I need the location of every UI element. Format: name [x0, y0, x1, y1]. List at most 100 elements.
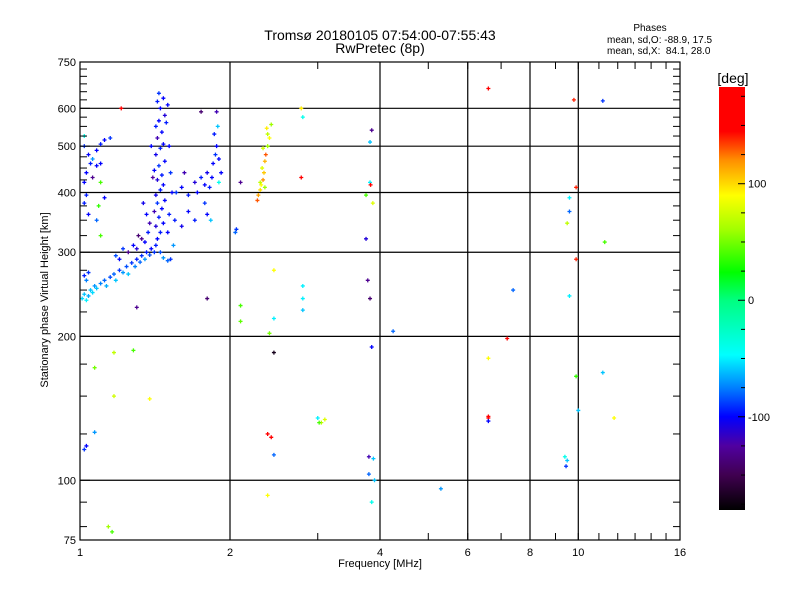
data-point: [84, 298, 89, 303]
data-point: [565, 221, 570, 226]
data-point: [209, 175, 214, 180]
data-point: [202, 201, 207, 206]
data-point: [147, 396, 152, 401]
data-point: [216, 157, 221, 162]
data-point: [110, 529, 115, 534]
data-point: [205, 212, 210, 217]
data-point: [138, 260, 143, 265]
data-point: [106, 524, 111, 529]
data-point: [111, 350, 116, 355]
data-point: [366, 472, 371, 477]
data-point: [600, 370, 605, 375]
data-point: [171, 243, 176, 248]
data-point: [564, 464, 569, 469]
x-tick-label: 2: [227, 547, 233, 559]
data-point: [567, 293, 572, 298]
data-point: [98, 142, 103, 147]
data-point: [612, 415, 617, 420]
data-point: [172, 218, 177, 223]
x-axis-label: Frequency [MHz]: [338, 558, 422, 570]
data-point: [86, 152, 91, 157]
data-point: [192, 218, 197, 223]
data-point: [265, 493, 270, 498]
data-point: [126, 250, 131, 255]
data-point: [156, 118, 161, 123]
data-point: [92, 365, 97, 370]
data-point: [102, 138, 107, 143]
data-point: [153, 193, 158, 198]
data-point: [86, 270, 91, 275]
data-point: [214, 144, 219, 149]
colorbar-tick-label: 100: [748, 179, 766, 191]
data-point: [113, 253, 118, 258]
colorbar-tick-label: 0: [748, 295, 754, 307]
data-point: [121, 246, 126, 251]
data-point: [164, 120, 169, 125]
data-point: [88, 288, 93, 293]
x-tick-label: 6: [465, 547, 471, 559]
data-point: [117, 257, 122, 262]
data-point: [98, 281, 103, 286]
y-tick-label: 500: [58, 141, 76, 153]
data-point: [202, 182, 207, 187]
data-point: [219, 170, 224, 175]
data-point: [186, 193, 191, 198]
data-point: [369, 128, 374, 133]
data-point: [366, 454, 371, 459]
data-point: [102, 278, 107, 283]
data-point: [211, 161, 216, 166]
data-point: [86, 293, 91, 298]
data-point: [271, 452, 276, 457]
data-point: [192, 180, 197, 185]
data-point: [158, 146, 163, 151]
data-point: [486, 419, 491, 424]
y-axis-label: Stationary phase Virtual Height [km]: [39, 212, 51, 387]
data-point: [264, 126, 269, 131]
data-point: [199, 175, 204, 180]
data-point: [149, 246, 154, 251]
data-point: [82, 273, 87, 278]
data-point: [162, 159, 167, 164]
data-point: [94, 218, 99, 223]
data-point: [165, 258, 170, 263]
data-point: [262, 185, 267, 190]
data-point: [258, 180, 263, 185]
data-point: [174, 190, 179, 195]
data-point: [364, 236, 369, 241]
data-point: [212, 132, 217, 137]
data-point: [104, 283, 109, 288]
data-point: [369, 345, 374, 350]
y-tick-label: 200: [58, 331, 76, 343]
data-point: [511, 288, 516, 293]
data-point: [256, 193, 261, 198]
data-point: [182, 170, 187, 175]
data-point: [142, 257, 147, 262]
data-point: [155, 136, 160, 141]
data-point: [142, 240, 147, 245]
data-points: [80, 86, 617, 534]
data-point: [147, 253, 152, 258]
data-point: [167, 144, 172, 149]
data-point: [167, 212, 172, 217]
data-point: [370, 201, 375, 206]
x-tick-label: 16: [674, 547, 686, 559]
data-point: [269, 122, 274, 127]
data-point: [98, 161, 103, 166]
data-point: [152, 209, 157, 214]
data-point: [574, 257, 579, 262]
data-point: [260, 166, 265, 171]
data-point: [238, 303, 243, 308]
data-point: [168, 170, 173, 175]
data-point: [170, 190, 175, 195]
data-point: [153, 152, 158, 157]
data-point: [134, 305, 139, 310]
data-point: [152, 168, 157, 173]
data-point: [391, 329, 396, 334]
y-tick-label: 400: [58, 187, 76, 199]
y-tick-label: 300: [58, 247, 76, 259]
data-point: [259, 182, 264, 187]
data-point: [369, 500, 374, 505]
data-point: [133, 264, 138, 269]
data-point: [94, 163, 99, 168]
